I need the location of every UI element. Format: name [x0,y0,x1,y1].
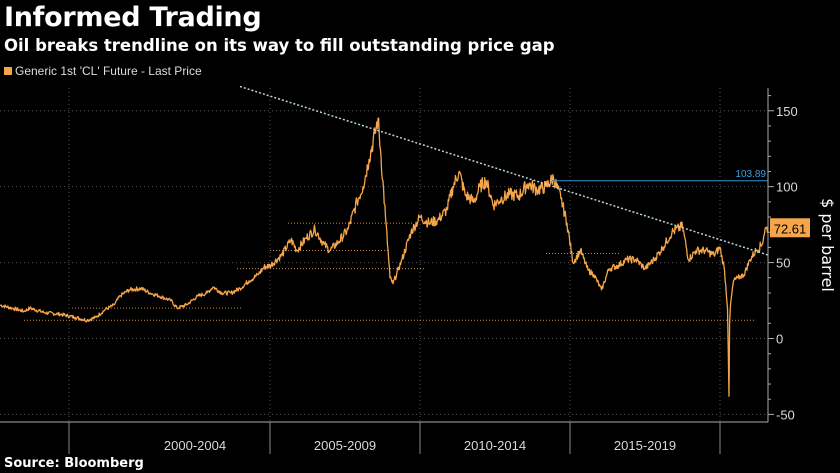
resistance-label: 103.89 [735,169,766,180]
y-tick-label-0: 0 [776,332,783,347]
last-price-label: 72.61 [774,221,807,236]
x-tick-label-3: 2015-2019 [614,438,676,453]
y-tick-label-150: 150 [776,104,798,119]
legend: Generic 1st 'CL' Future - Last Price [4,64,202,78]
chart-title: Informed Trading [4,2,262,33]
y-tick-label-100: 100 [776,180,798,195]
legend-label: Generic 1st 'CL' Future - Last Price [15,64,202,78]
y-tick-label-50: 50 [776,256,790,271]
x-tick-label-0: 2000-2004 [164,438,226,453]
legend-swatch [4,67,12,75]
trendline [239,85,769,256]
last-price-tag [770,218,810,238]
x-tick-label-2: 2010-2014 [464,438,526,453]
y-axis-label: $ per barrel [818,198,837,292]
price-line [0,117,769,397]
chart-subtitle: Oil breaks trendline on its way to fill … [4,36,555,55]
y-tick-label--50: -50 [776,407,795,422]
source-note: Source: Bloomberg [4,456,144,471]
x-tick-label-1: 2005-2009 [314,438,376,453]
